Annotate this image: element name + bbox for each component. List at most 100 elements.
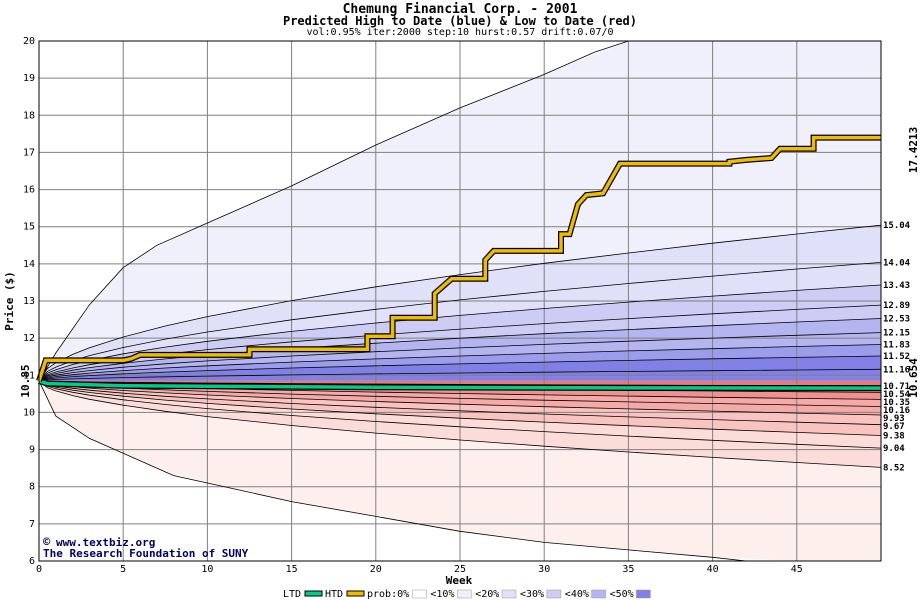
chart-title: Chemung Financial Corp. - 2001 — [342, 2, 578, 17]
legend-swatch — [546, 589, 562, 599]
level-label: 13.43 — [883, 281, 910, 291]
x-tick-label: 45 — [791, 564, 803, 575]
y-tick-label: 12 — [23, 333, 35, 344]
level-label: 11.83 — [883, 340, 910, 350]
x-tick-label: 35 — [622, 564, 634, 575]
htd-band — [39, 262, 881, 381]
level-label: 12.89 — [883, 301, 910, 311]
legend-label: <10% — [430, 589, 454, 600]
start-price-label: 10.85 — [19, 364, 32, 397]
legend: LTD HTD prob:0% <10% <20% <30% <40% <50% — [283, 589, 651, 600]
level-label: 9.93 — [883, 414, 905, 424]
watermark-logo: © — [43, 535, 51, 549]
htd-percentile-line — [38, 355, 882, 382]
chart-subtitle: Predicted High to Date (blue) & Low to D… — [282, 14, 637, 28]
ltd-band — [39, 380, 881, 436]
level-label: 10.35 — [883, 398, 910, 408]
level-label: 9.04 — [883, 444, 905, 454]
watermark-org: The Research Foundation of SUNY — [43, 547, 249, 560]
htd-percentile-line — [38, 40, 881, 382]
legend-label: LTD — [283, 589, 301, 600]
level-label: 12.15 — [883, 329, 910, 339]
htd-percentile-line — [38, 284, 882, 382]
level-label: 10.71 — [883, 382, 910, 392]
y-tick-label: 10 — [23, 407, 35, 418]
htd-band — [39, 332, 881, 381]
legend-swatch — [412, 589, 427, 599]
htd-band — [39, 318, 881, 381]
level-label: 9.38 — [883, 431, 905, 441]
legend-label: <30% — [520, 589, 544, 600]
y-tick-label: 17 — [23, 147, 35, 158]
htd-band — [39, 305, 881, 381]
level-label: 10.54 — [883, 390, 911, 400]
level-label: 9.67 — [883, 422, 905, 432]
x-axis-label: Week — [446, 574, 473, 587]
y-tick-label: 14 — [23, 259, 35, 270]
level-label: 11.52 — [883, 352, 910, 362]
x-tick-label: 20 — [370, 564, 382, 575]
y-tick-label: 11 — [23, 370, 35, 381]
ltd-final-label: 10.654 — [907, 358, 920, 398]
y-tick-label: 8 — [29, 482, 35, 493]
legend-label: <40% — [565, 589, 589, 600]
htd-final-label: 17.4213 — [907, 127, 920, 173]
htd-percentile-line — [38, 262, 882, 382]
level-label: 10.16 — [883, 406, 910, 416]
plot-frame — [38, 40, 882, 562]
watermark-site: www.textbiz.org — [56, 536, 155, 549]
ltd-percentile-line — [38, 380, 882, 426]
y-tick-label: 7 — [29, 519, 35, 530]
legend-label: <20% — [475, 589, 499, 600]
htd-band — [39, 285, 881, 381]
y-tick-label: 18 — [23, 110, 35, 121]
y-axis-label: Price ($) — [3, 271, 16, 331]
x-tick-label: 40 — [707, 564, 719, 575]
legend-label: HTD — [325, 589, 343, 600]
axis-ticks: 0 5 10 15 20 25 30 35 40 45 6 7 8 9 10 11 12 13 14 15 16 17 18… — [23, 36, 803, 575]
htd-path — [37, 135, 881, 382]
x-tick-label: 0 — [36, 564, 42, 575]
htd-percentile-line — [38, 332, 882, 382]
level-label: 15.04 — [883, 221, 911, 231]
ltd-percentile-line — [38, 380, 882, 436]
y-tick-label: 13 — [23, 296, 35, 307]
legend-swatch — [591, 589, 606, 599]
chart-params: vol:0.95% iter:2000 step:10 hurst:0.57 d… — [306, 27, 614, 38]
x-tick-label: 30 — [538, 564, 550, 575]
ltd-band — [39, 380, 881, 425]
ltd-band — [39, 380, 881, 449]
legend-label: <50% — [610, 589, 634, 600]
x-tick-label: 5 — [120, 564, 126, 575]
y-tick-label: 6 — [29, 556, 35, 567]
level-label: 11.16 — [883, 365, 910, 375]
htd-percentile-line — [38, 344, 882, 382]
legend-swatch — [501, 589, 517, 599]
y-tick-label: 19 — [23, 73, 35, 84]
legend-line-swatch — [346, 590, 365, 597]
data-paths — [36, 134, 882, 392]
x-tick-label: 15 — [286, 564, 298, 575]
level-label: 8.52 — [883, 463, 905, 473]
ltd-percentile-line — [38, 380, 882, 468]
level-label: 14.04 — [883, 258, 911, 268]
legend-label: prob:0% — [367, 589, 409, 600]
htd-percentile-line — [38, 304, 882, 382]
legend-swatch — [636, 589, 651, 599]
htd-percentile-line — [38, 368, 882, 382]
x-tick-label: 25 — [454, 564, 466, 575]
y-tick-label: 9 — [29, 445, 35, 456]
ltd-percentile-line — [38, 380, 881, 562]
y-tick-label: 15 — [23, 222, 35, 233]
ltd-band — [39, 380, 881, 415]
legend-line-swatch — [304, 590, 323, 597]
y-tick-label: 16 — [23, 185, 35, 196]
x-tick-label: 10 — [201, 564, 213, 575]
legend-swatch — [456, 589, 472, 599]
ltd-percentile-line — [38, 380, 882, 449]
ltd-path — [38, 379, 882, 390]
y-tick-label: 20 — [23, 36, 35, 47]
ltd-band — [39, 380, 881, 468]
